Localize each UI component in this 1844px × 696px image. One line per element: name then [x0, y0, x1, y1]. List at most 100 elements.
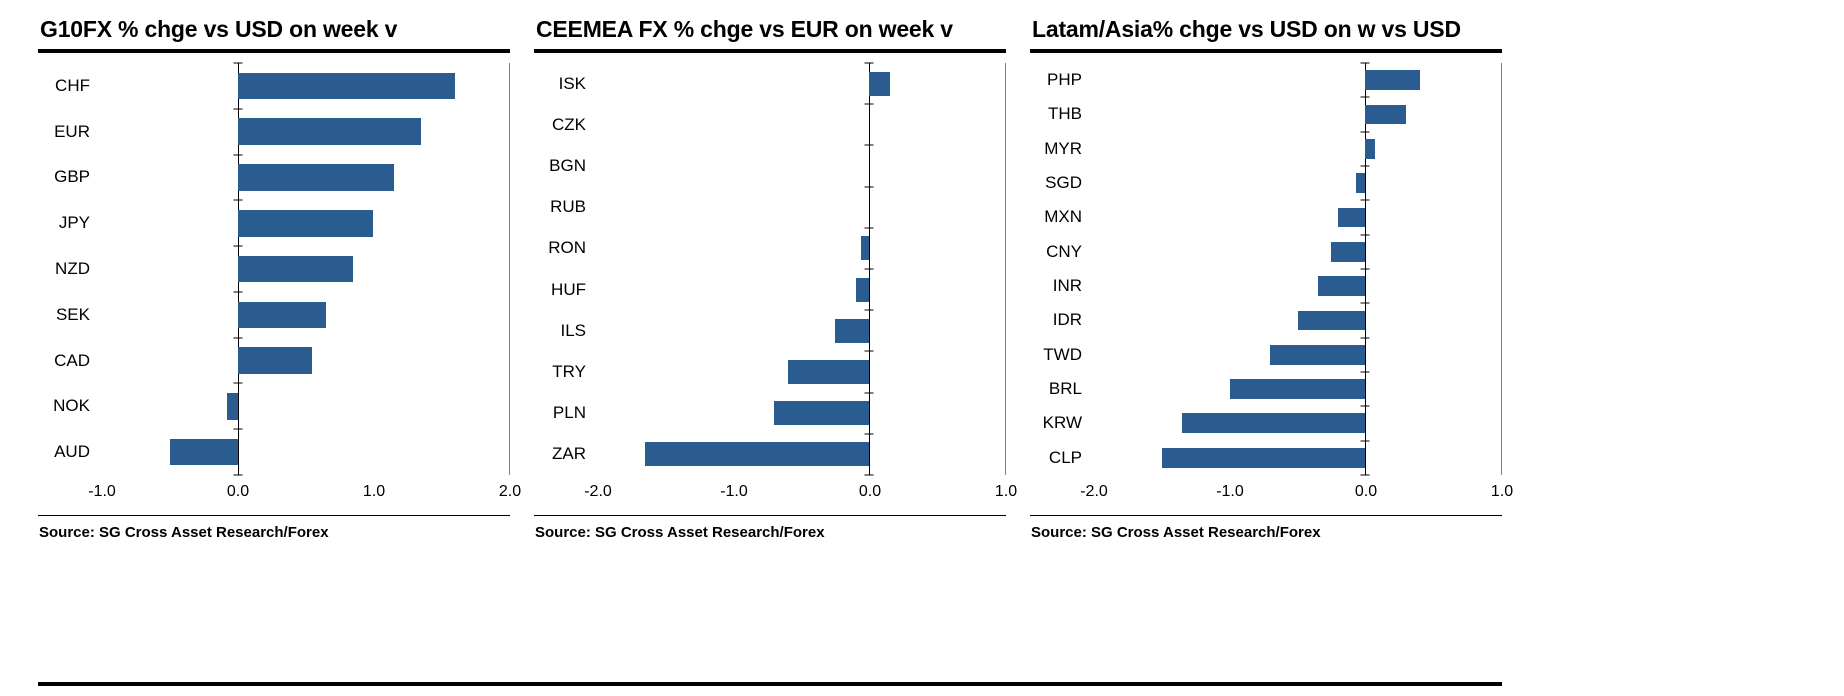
bar-ron	[861, 236, 870, 261]
bar-php	[1365, 70, 1420, 91]
category-axis-tick	[1360, 371, 1370, 373]
category-axis-tick	[864, 186, 874, 188]
bar-row	[102, 429, 509, 475]
category-axis-tick	[864, 309, 874, 311]
chart-panel-ceemea: CEEMEA FX % chge vs EUR on week v ISK CZK…	[534, 16, 1017, 541]
category-label-nzd: NZD	[55, 259, 90, 279]
chart-body: PHP THB MYR SGD MXN CNY INR IDR TWD BRL KRW CLP -2.…	[1030, 62, 1513, 505]
bar-row	[102, 109, 509, 155]
bar-gbp	[237, 164, 394, 191]
category-axis-tick	[233, 154, 243, 156]
category-axis-tick	[233, 62, 243, 64]
category-label-nok: NOK	[53, 396, 90, 416]
bar-myr	[1365, 138, 1375, 159]
bar-row	[1094, 132, 1501, 166]
category-axis-tick	[864, 227, 874, 229]
x-tick-label: -1.0	[1216, 483, 1244, 500]
bar-row	[102, 246, 509, 292]
category-label-rub: RUB	[550, 197, 586, 217]
category-axis-tick	[864, 103, 874, 105]
bar-pln	[774, 401, 870, 426]
category-label-pln: PLN	[552, 403, 586, 423]
bar-zar	[645, 442, 870, 467]
bar-row	[1094, 372, 1501, 406]
plot-area	[598, 62, 1006, 476]
chart-title: CEEMEA FX % chge vs EUR on week v	[534, 16, 1006, 53]
category-label-idr: IDR	[1052, 310, 1082, 330]
bar-row	[1094, 97, 1501, 131]
category-label-myr: MYR	[1044, 138, 1082, 158]
bar-row	[1094, 235, 1501, 269]
category-axis-tick	[864, 268, 874, 270]
category-axis-tick	[864, 474, 874, 476]
category-label-mxn: MXN	[1044, 207, 1082, 227]
category-label-clp: CLP	[1048, 447, 1082, 467]
category-axis-tick	[233, 199, 243, 201]
bar-try	[787, 360, 870, 384]
plot-area	[1094, 62, 1502, 476]
category-axis-tick	[1360, 440, 1370, 442]
category-axis-tick	[233, 337, 243, 339]
x-tick-label: 1.0	[1490, 483, 1514, 500]
bar-krw	[1182, 413, 1366, 434]
bar-nok	[226, 393, 238, 420]
category-axis-tick	[1360, 337, 1370, 339]
bar-row	[102, 155, 509, 201]
bar-row	[598, 310, 1005, 351]
category-axis-tick	[1360, 268, 1370, 270]
figure-bottom-border	[38, 682, 1502, 686]
category-label-jpy: JPY	[58, 213, 90, 233]
category-axis-tick	[233, 474, 243, 476]
category-label-aud: AUD	[54, 442, 90, 462]
category-axis-tick	[1360, 234, 1370, 236]
category-label-bgn: BGN	[549, 156, 586, 175]
bar-twd	[1270, 344, 1366, 365]
category-label-php: PHP	[1047, 70, 1082, 90]
bar-row	[598, 434, 1005, 475]
bar-brl	[1229, 379, 1366, 400]
category-label-cny: CNY	[1046, 241, 1082, 261]
bar-idr	[1297, 310, 1366, 331]
bar-cny	[1331, 241, 1366, 262]
x-tick-label: -2.0	[1080, 483, 1108, 500]
x-axis: -2.0 -1.0 0.0 1.0	[584, 475, 1017, 505]
bar-sek	[237, 301, 326, 329]
bar-eur	[237, 118, 421, 145]
category-axis-tick	[1360, 96, 1370, 98]
category-labels: ISK CZK BGN RUB RON HUF ILS TRY PLN ZAR	[534, 63, 598, 475]
bar-row	[1094, 269, 1501, 303]
x-axis: -1.0 0.0 1.0 2.0	[88, 475, 521, 505]
x-tick-label: -1.0	[720, 483, 748, 500]
bar-inr	[1317, 276, 1366, 297]
category-label-twd: TWD	[1043, 344, 1082, 364]
category-axis-tick	[1360, 302, 1370, 304]
category-label-try: TRY	[552, 362, 586, 382]
bar-mxn	[1338, 207, 1366, 228]
x-tick-label: -2.0	[584, 483, 612, 500]
category-axis-tick	[1360, 62, 1370, 64]
figure-content: G10FX % chge vs USD on week v CHF EUR GBP J…	[38, 16, 1513, 686]
bar-nzd	[237, 255, 353, 283]
bar-row	[102, 63, 509, 109]
category-axis-tick	[864, 350, 874, 352]
category-label-sgd: SGD	[1045, 173, 1082, 193]
bar-row	[598, 393, 1005, 434]
bar-jpy	[237, 209, 374, 237]
bar-row	[1094, 303, 1501, 337]
bar-thb	[1365, 104, 1407, 125]
category-axis-tick	[233, 245, 243, 247]
bar-aud	[169, 438, 238, 466]
bar-row	[598, 187, 1005, 228]
chart-panel-latam-asia: Latam/Asia% chge vs USD on w vs USD PHP T…	[1030, 16, 1513, 541]
x-tick-label: 0.0	[226, 483, 250, 500]
bar-ils	[835, 318, 870, 343]
category-axis-tick	[233, 382, 243, 384]
category-axis-tick	[1360, 405, 1370, 407]
chart-body: CHF EUR GBP JPY NZD SEK CAD NOK AUD -1.0 0.0 1.0 2.…	[38, 62, 521, 505]
bar-clp	[1161, 447, 1366, 468]
bar-row	[1094, 166, 1501, 200]
category-label-eur: EUR	[54, 121, 90, 141]
category-label-ils: ILS	[560, 320, 586, 340]
category-axis-tick	[233, 428, 243, 430]
bar-row	[1094, 441, 1501, 475]
